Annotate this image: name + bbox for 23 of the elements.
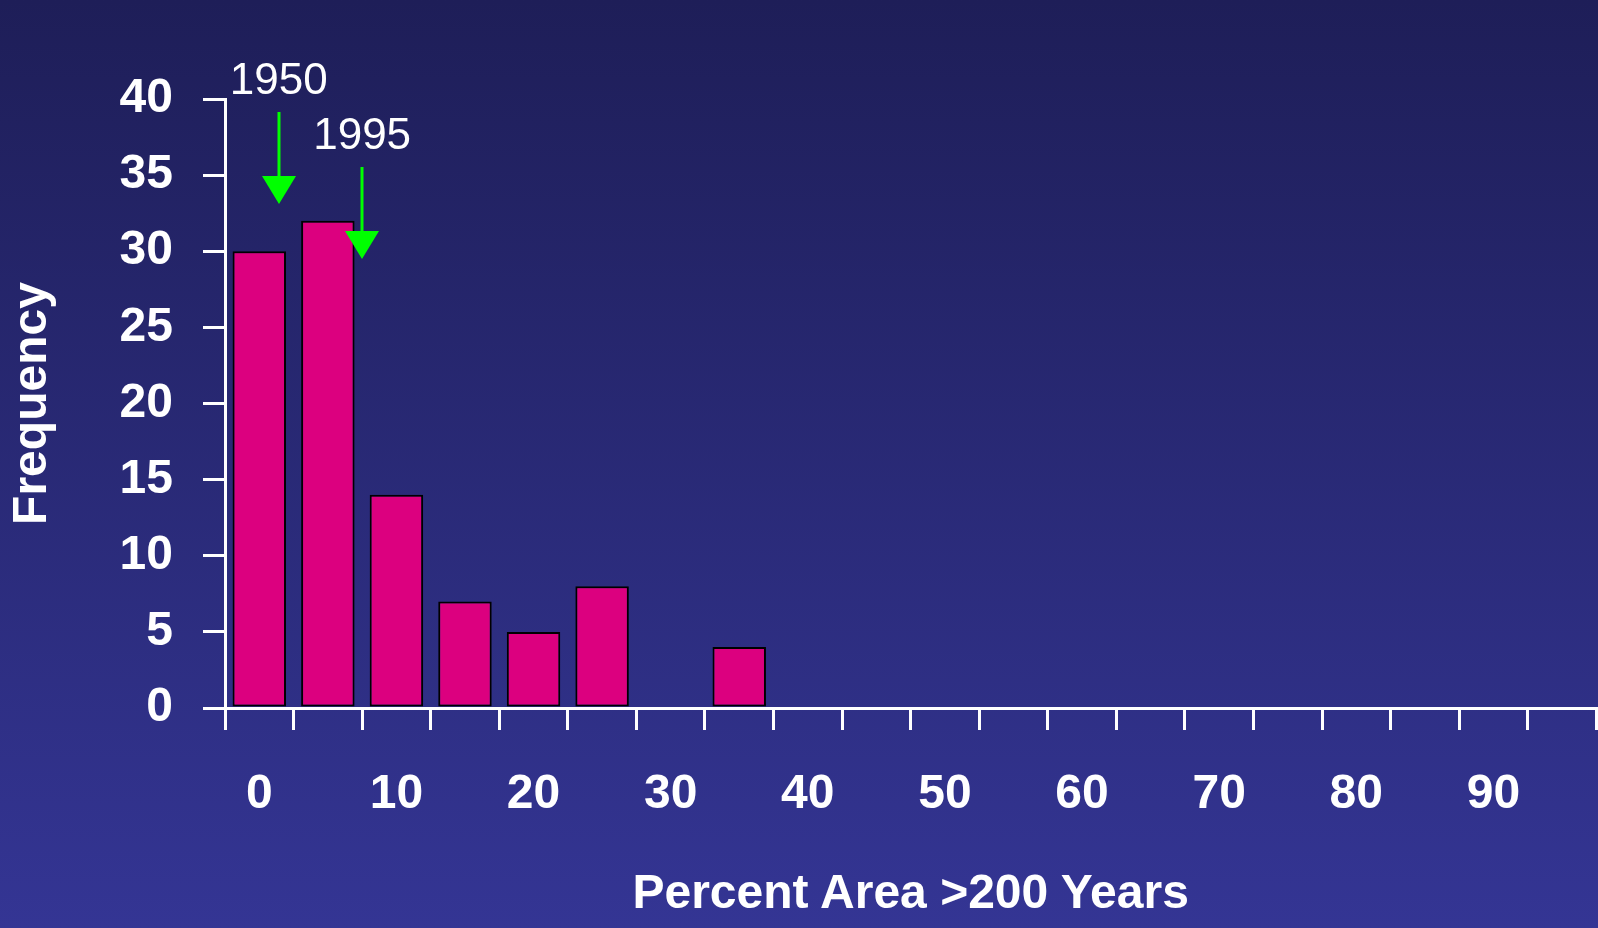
y-tick-label: 5 [146,602,173,656]
y-tick-label: 30 [119,221,173,275]
y-tick-label: 25 [119,297,173,351]
x-tick-label: 70 [1192,765,1246,819]
x-tick-label: 30 [643,765,698,819]
x-tick-label: 40 [781,765,835,819]
x-tick-label: 0 [245,765,273,819]
x-axis-title: Percent Area >200 Years [632,865,1189,919]
x-tick-label: 20 [506,765,561,819]
x-tick-label: 50 [918,765,972,819]
y-tick-label: 20 [119,373,173,427]
y-tick-label: 10 [119,525,173,579]
x-tick-label: 10 [369,765,424,819]
y-tick-label: 40 [119,69,173,123]
y-tick-label: 35 [119,145,173,199]
y-axis-title: Frequency [3,281,57,525]
annotation: 1950 [229,54,328,104]
y-tick-label: 15 [119,449,173,503]
x-tick-label: 90 [1466,765,1521,819]
x-tick-label: 80 [1329,765,1383,819]
y-tick-label: 0 [146,678,173,732]
annotation: 1995 [313,109,412,159]
x-tick-label: 60 [1055,765,1109,819]
